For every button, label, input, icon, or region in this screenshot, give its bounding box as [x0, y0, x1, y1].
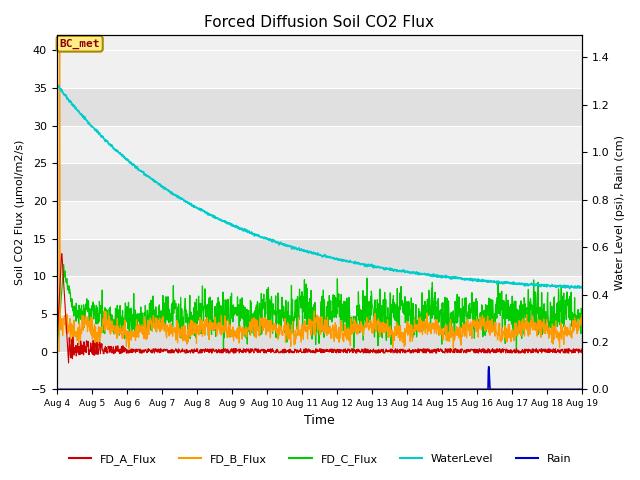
Bar: [57, 163, 582, 201]
Bar: [57, 201, 582, 239]
Bar: [57, 352, 582, 389]
Legend: FD_A_Flux, FD_B_Flux, FD_C_Flux, WaterLevel, Rain: FD_A_Flux, FD_B_Flux, FD_C_Flux, WaterLe…: [64, 450, 576, 469]
Title: Forced Diffusion Soil CO2 Flux: Forced Diffusion Soil CO2 Flux: [204, 15, 435, 30]
Y-axis label: Water Level (psi), Rain (cm): Water Level (psi), Rain (cm): [615, 135, 625, 290]
Bar: [57, 88, 582, 126]
Text: BC_met: BC_met: [60, 38, 100, 49]
Bar: [57, 314, 582, 352]
X-axis label: Time: Time: [304, 414, 335, 427]
Y-axis label: Soil CO2 Flux (μmol/m2/s): Soil CO2 Flux (μmol/m2/s): [15, 140, 25, 285]
Bar: [57, 126, 582, 163]
Bar: [57, 239, 582, 276]
Bar: [57, 50, 582, 88]
Bar: [57, 276, 582, 314]
